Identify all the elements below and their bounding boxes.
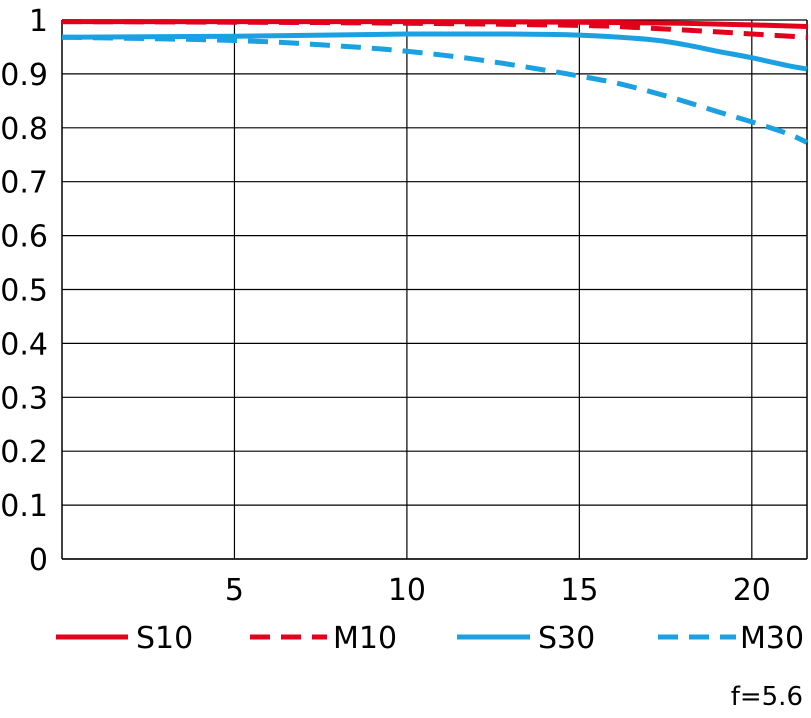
series-line-m30 bbox=[61, 34, 809, 145]
series-line-s10 bbox=[61, 19, 808, 29]
x-axis-ticks: 5 10 15 20 bbox=[225, 573, 771, 608]
series-line-s30 bbox=[61, 31, 808, 72]
y-tick-label: 0.1 bbox=[0, 489, 48, 524]
y-tick-label: 0.6 bbox=[0, 220, 48, 255]
legend-label-m10: M10 bbox=[333, 621, 397, 656]
series-lines bbox=[61, 19, 809, 145]
x-tick-label: 5 bbox=[225, 573, 244, 608]
x-tick-label: 15 bbox=[560, 573, 598, 608]
y-tick-label: 0.9 bbox=[0, 58, 48, 93]
y-tick-label: 0.7 bbox=[0, 166, 48, 201]
y-tick-label: 0 bbox=[29, 543, 48, 578]
y-tick-label: 1 bbox=[29, 4, 48, 39]
legend: S10 M10 S30 M30 bbox=[56, 621, 804, 656]
y-tick-label: 0.5 bbox=[0, 274, 48, 309]
y-tick-label: 0.2 bbox=[0, 435, 48, 470]
y-tick-label: 0.3 bbox=[0, 381, 48, 416]
grid bbox=[61, 19, 808, 560]
x-tick-label: 20 bbox=[733, 573, 771, 608]
y-tick-label: 0.4 bbox=[0, 327, 48, 362]
legend-label-s30: S30 bbox=[538, 621, 595, 656]
legend-label-m30: M30 bbox=[740, 621, 804, 656]
legend-label-s10: S10 bbox=[136, 621, 193, 656]
y-tick-label: 0.8 bbox=[0, 112, 48, 147]
y-axis-ticks: 0 0.1 0.2 0.3 0.4 0.5 0.6 0.7 0.8 0.9 1 bbox=[0, 4, 48, 578]
x-tick-label: 10 bbox=[388, 573, 426, 608]
aperture-annotation: f=5.6 bbox=[731, 682, 803, 712]
